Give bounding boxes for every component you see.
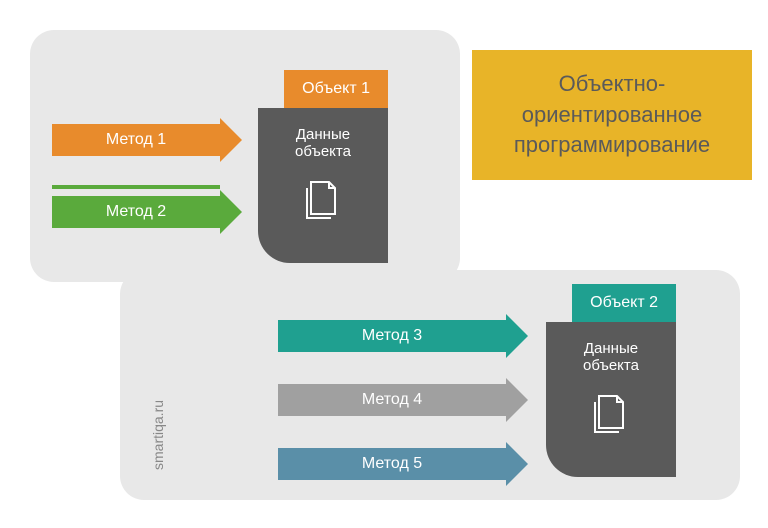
arrow-label: Метод 3	[362, 327, 422, 345]
arrow-method-4: Метод 4	[278, 378, 528, 422]
arrow-method-3: Метод 3	[278, 314, 528, 358]
object-tab-label: Объект 1	[302, 80, 370, 98]
watermark: smartiqa.ru	[150, 400, 166, 470]
object-data-label-1: Данные	[584, 340, 638, 357]
arrow-label: Метод 2	[106, 203, 166, 221]
arrow-method-1: Метод 1	[52, 118, 242, 162]
object-tab-2: Объект 2	[572, 284, 676, 322]
arrow-label: Метод 1	[106, 131, 166, 149]
object-data-label-2: объекта	[583, 357, 639, 374]
arrow-label: Метод 5	[362, 455, 422, 473]
diagram-title: Объектно- ориентированное программирован…	[472, 50, 752, 180]
object-box-2: Объект 2 Данные объекта	[546, 322, 676, 477]
object-data-label-2: объекта	[295, 143, 351, 160]
arrow-method-5: Метод 5	[278, 442, 528, 486]
arrow-method-2: Метод 2	[52, 190, 242, 234]
watermark-text: smartiqa.ru	[150, 400, 166, 470]
title-line-1: Объектно-	[472, 69, 752, 100]
object-data-label-1: Данные	[296, 126, 350, 143]
title-line-3: программирование	[472, 130, 752, 161]
object-tab-1: Объект 1	[284, 70, 388, 108]
arrow-label: Метод 4	[362, 391, 422, 409]
object-box-1: Объект 1 Данные объекта	[258, 108, 388, 263]
object-tab-label: Объект 2	[590, 294, 658, 312]
documents-icon	[297, 174, 349, 226]
title-line-2: ориентированное	[472, 100, 752, 131]
documents-icon	[585, 388, 637, 440]
